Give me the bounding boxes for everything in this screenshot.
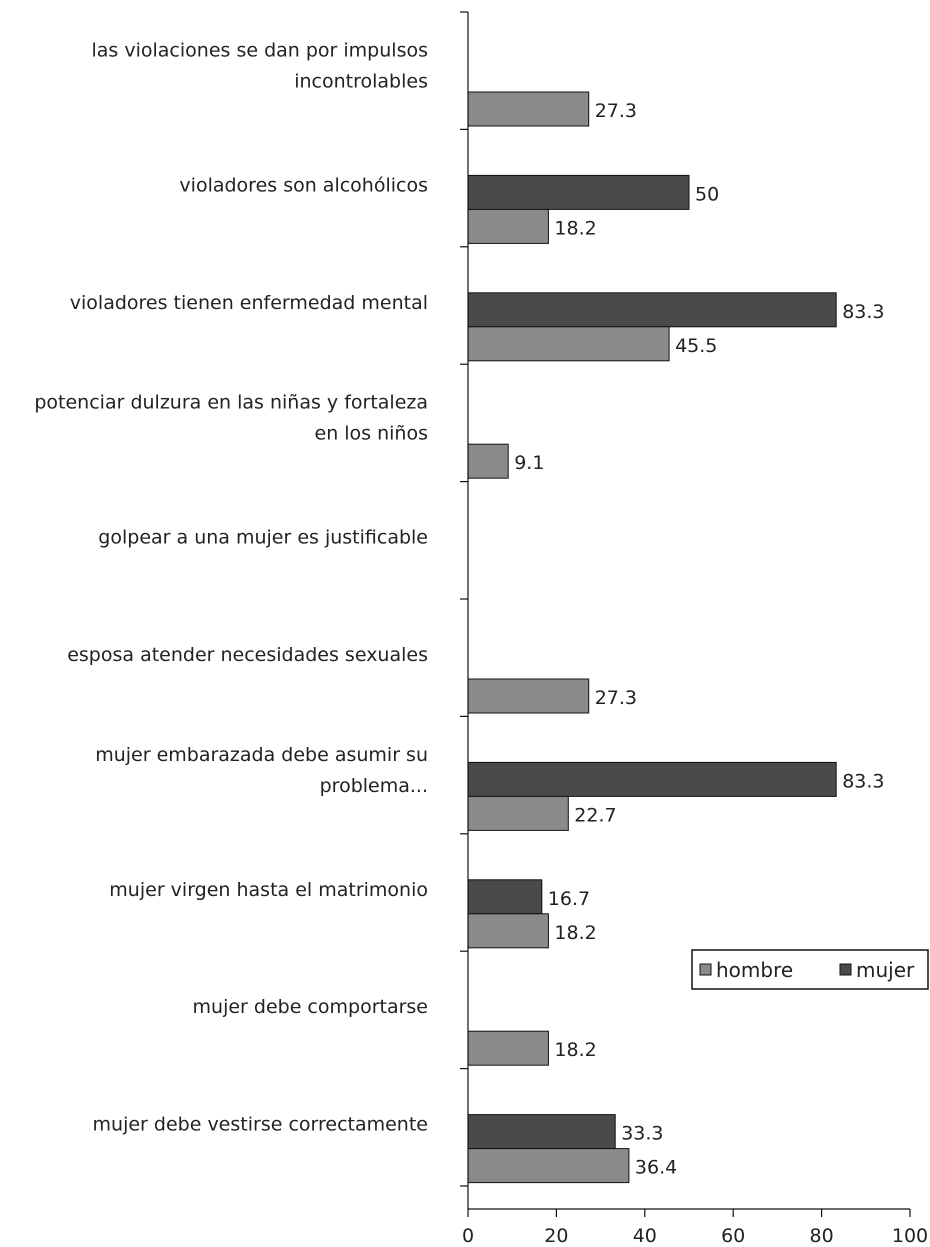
bar-hombre xyxy=(467,91,590,127)
x-tick-label: 100 xyxy=(892,1225,928,1247)
category-label: las violaciones se dan por impulsos xyxy=(92,40,429,62)
legend-swatch-mujer xyxy=(839,963,852,976)
category-label: en los niños xyxy=(315,423,429,445)
category-label: mujer virgen hasta el matrimonio xyxy=(109,879,428,901)
bar-hombre xyxy=(467,1148,630,1184)
category-label: incontrolables xyxy=(294,71,428,93)
legend-swatch-hombre xyxy=(699,963,712,976)
x-tick-label: 40 xyxy=(633,1225,657,1247)
legend-label-mujer: mujer xyxy=(856,958,915,982)
bar-mujer xyxy=(467,1114,616,1150)
bar-hombre xyxy=(467,913,549,949)
x-tick-label: 20 xyxy=(544,1225,568,1247)
value-label-hombre: 27.3 xyxy=(595,687,637,709)
category-label: violadores son alcohólicos xyxy=(179,174,428,196)
legend-label-hombre: hombre xyxy=(716,958,793,982)
axes: 0 20 40 60 80 100 xyxy=(460,11,928,1247)
category-labels: las violaciones se dan por impulsos incon… xyxy=(34,40,428,1136)
value-label-hombre: 27.3 xyxy=(595,100,637,122)
bar-hombre xyxy=(467,795,569,831)
value-label-hombre: 22.7 xyxy=(574,804,616,826)
x-tick-label: 0 xyxy=(462,1225,474,1247)
category-label: mujer embarazada debe asumir su xyxy=(95,744,428,766)
category-label: problema... xyxy=(320,775,428,797)
category-label: esposa atender necesidades sexuales xyxy=(67,644,428,666)
bar-mujer xyxy=(467,174,690,210)
bar-hombre xyxy=(467,208,549,244)
bar-hombre xyxy=(467,678,590,714)
x-tick-label: 60 xyxy=(721,1225,745,1247)
bar-mujer xyxy=(467,292,837,328)
value-label-hombre: 36.4 xyxy=(635,1157,677,1179)
category-label: mujer debe vestirse correctamente xyxy=(93,1114,428,1136)
bar-mujer xyxy=(467,761,837,797)
value-label-hombre: 18.2 xyxy=(554,217,596,239)
value-labels: 27.3 50 18.2 83.3 45.5 9.1 27.3 83.3 22.7 16.7 18.… xyxy=(514,100,884,1179)
value-label-mujer: 83.3 xyxy=(842,770,884,792)
bar-mujer xyxy=(467,879,543,915)
category-label: mujer debe comportarse xyxy=(193,996,428,1018)
value-label-mujer: 50 xyxy=(695,183,719,205)
value-label-mujer: 33.3 xyxy=(621,1123,663,1145)
value-label-mujer: 16.7 xyxy=(548,888,590,910)
bar-hombre xyxy=(467,326,670,362)
value-label-mujer: 83.3 xyxy=(842,301,884,323)
category-label: potenciar dulzura en las niñas y fortale… xyxy=(34,392,428,414)
bar-hombre xyxy=(467,1030,549,1066)
value-label-hombre: 45.5 xyxy=(675,335,717,357)
x-tick-label: 80 xyxy=(810,1225,834,1247)
value-label-hombre: 9.1 xyxy=(514,452,544,474)
value-label-hombre: 18.2 xyxy=(554,1039,596,1061)
bar-hombre xyxy=(467,443,509,479)
legend: hombre mujer xyxy=(691,949,929,990)
legend-box xyxy=(691,949,929,990)
category-label: violadores tienen enfermedad mental xyxy=(70,292,428,314)
value-label-hombre: 18.2 xyxy=(554,922,596,944)
bars-layer xyxy=(467,91,837,1184)
category-label: golpear a una mujer es justificable xyxy=(98,527,428,549)
